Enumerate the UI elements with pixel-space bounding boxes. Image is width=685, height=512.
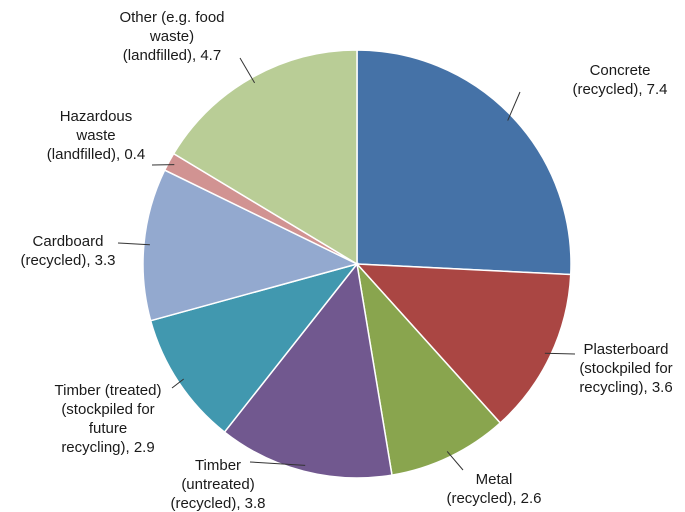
slice-label-line: Hazardous — [60, 108, 133, 125]
leader-line-1 — [544, 352, 576, 355]
slice-label-line: Timber — [195, 457, 241, 474]
slice-label-line: Concrete — [590, 62, 651, 79]
slice-label-line: Timber (treated) — [55, 382, 162, 399]
slice-label-line: recycling), 3.6 — [579, 379, 672, 396]
slice-label-line: recycling), 2.9 — [61, 439, 154, 456]
slice-label-line: (recycled), 3.8 — [170, 495, 265, 512]
slice-label-line: waste) — [149, 28, 194, 45]
pie-slices — [142, 49, 572, 479]
slice-label-line: Plasterboard — [583, 341, 668, 358]
leader-line-3 — [249, 461, 306, 466]
slice-label-6: Hazardous waste (landfilled), 0.4 — [47, 108, 145, 163]
slice-label-1: Plasterboard (stockpiled for recycling), 3… — [579, 341, 672, 396]
slice-label-line: (stockpiled for — [61, 401, 154, 418]
slice-label-5: Cardboard (recycled), 3.3 — [20, 233, 115, 269]
leader-line-0 — [507, 91, 521, 121]
slice-label-line: (landfilled), 4.7 — [123, 47, 221, 64]
leader-line-2 — [446, 451, 464, 471]
pie-slice-1 — [355, 263, 572, 425]
pie-slice-2 — [355, 261, 502, 476]
leader-line-4 — [171, 378, 185, 389]
slice-label-line: future — [89, 420, 127, 437]
slice-label-line: (recycled), 2.6 — [446, 490, 541, 507]
slice-label-0: Concrete (recycled), 7.4 — [572, 62, 667, 98]
slice-label-line: Cardboard — [33, 233, 104, 250]
leader-line-5 — [117, 242, 150, 246]
slice-label-2: Metal (recycled), 2.6 — [446, 471, 541, 507]
slice-label-line: (stockpiled for — [579, 360, 672, 377]
slice-label-line: (untreated) — [181, 476, 254, 493]
slice-label-line: waste — [75, 127, 115, 144]
slice-label-line: (recycled), 3.3 — [20, 252, 115, 269]
leader-line-7 — [239, 57, 256, 84]
slice-label-line: Metal — [476, 471, 513, 488]
slice-label-4: Timber (treated) (stockpiled for future rec… — [55, 382, 162, 456]
slice-label-line: (recycled), 7.4 — [572, 81, 667, 98]
slice-label-line: (landfilled), 0.4 — [47, 146, 145, 163]
pie-slice-3 — [223, 262, 393, 479]
pie-slice-0 — [356, 49, 572, 276]
leader-lines — [117, 57, 576, 471]
slice-label-line: Other (e.g. food — [119, 9, 224, 26]
slice-labels: Concrete (recycled), 7.4 Plasterboard (stoc… — [20, 9, 672, 512]
slice-label-7: Other (e.g. food waste) (landfilled), 4.7 — [119, 9, 224, 64]
slice-label-3: Timber (untreated) (recycled), 3.8 — [170, 457, 265, 512]
